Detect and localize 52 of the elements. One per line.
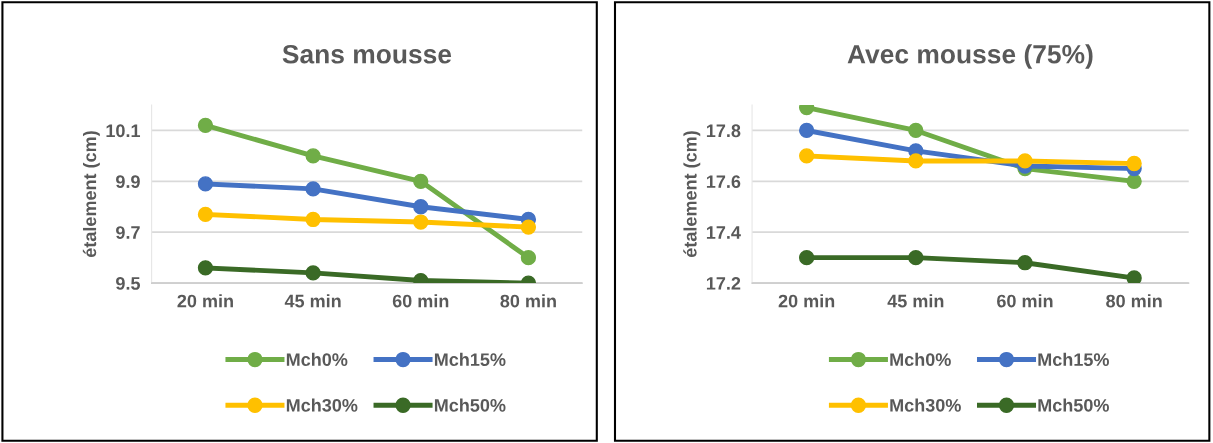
legend-label: Mch0% <box>890 352 951 367</box>
y-axis-title: étalement (cm) <box>82 131 100 258</box>
point <box>1017 153 1033 169</box>
point <box>305 211 321 228</box>
point <box>413 199 429 215</box>
y-tick-label: 9.5 <box>116 277 141 290</box>
y-tick-label: 9.9 <box>116 175 140 189</box>
point <box>520 219 537 235</box>
x-tick-label: 20 min <box>177 294 233 308</box>
point <box>908 122 924 139</box>
point <box>1126 155 1142 172</box>
legend-label: Mch50% <box>434 398 506 412</box>
x-tick-label: 45 min <box>887 294 944 308</box>
y-axis-title: étalement (cm) <box>683 131 701 258</box>
x-tick-label: 45 min <box>284 294 341 308</box>
point <box>799 122 815 139</box>
y-tick-label: 17.2 <box>706 277 741 290</box>
y-tick-label: 17.6 <box>706 175 741 189</box>
point <box>908 249 924 266</box>
x-tick-label: 80 min <box>500 294 556 308</box>
point <box>305 181 321 197</box>
point <box>305 148 321 164</box>
point <box>799 148 815 164</box>
point <box>305 265 321 281</box>
legend-label: Mch0% <box>286 352 348 367</box>
point <box>197 176 214 192</box>
point <box>1126 270 1142 284</box>
point <box>197 260 214 276</box>
chart-title: Sans mousse <box>282 44 452 64</box>
y-tick-label: 9.7 <box>116 226 140 239</box>
legend-label: Mch50% <box>1038 398 1109 412</box>
x-tick-label: 60 min <box>997 294 1053 308</box>
legend-label: Mch15% <box>1038 352 1109 367</box>
legend-label: Mch30% <box>890 398 961 412</box>
chart-title: Avec mousse (75%) <box>847 44 1093 69</box>
point <box>1126 173 1142 189</box>
y-tick-label: 10.1 <box>106 124 141 138</box>
x-tick-label: 60 min <box>392 294 449 308</box>
point <box>413 214 429 230</box>
point <box>197 206 214 223</box>
point <box>1017 255 1033 271</box>
legend-label: Mch30% <box>286 398 358 412</box>
point <box>799 249 815 266</box>
legend-label: Mch15% <box>434 352 506 367</box>
point <box>197 117 214 133</box>
point <box>520 249 537 266</box>
x-tick-label: 20 min <box>778 294 835 308</box>
y-tick-label: 17.8 <box>706 124 741 138</box>
point <box>413 173 429 189</box>
point <box>908 153 924 169</box>
x-tick-label: 80 min <box>1106 294 1162 308</box>
y-tick-label: 17.4 <box>706 226 741 239</box>
